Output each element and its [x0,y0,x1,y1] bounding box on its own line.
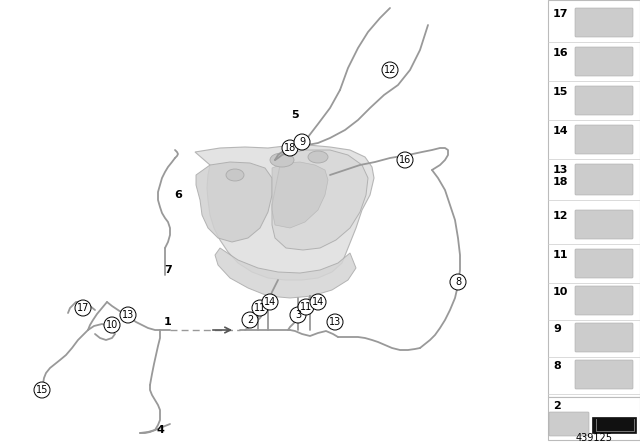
Circle shape [294,134,310,150]
Circle shape [290,307,306,323]
FancyBboxPatch shape [575,164,633,195]
Text: 14: 14 [264,297,276,307]
Circle shape [75,300,91,316]
Text: 2: 2 [247,315,253,325]
Circle shape [242,312,258,328]
Circle shape [310,294,326,310]
Text: 13: 13 [329,317,341,327]
Circle shape [282,140,298,156]
Text: 4: 4 [156,425,164,435]
Text: 17: 17 [77,303,89,313]
Text: 16: 16 [553,48,568,58]
Text: 1: 1 [164,317,172,327]
Text: 13
18: 13 18 [553,165,568,187]
Text: 439125: 439125 [575,433,612,443]
Text: 11: 11 [254,303,266,313]
Text: 5: 5 [291,110,299,120]
FancyBboxPatch shape [575,286,633,315]
Text: 14: 14 [553,126,568,136]
Text: 3: 3 [295,310,301,320]
Text: 12: 12 [553,211,568,221]
Circle shape [262,294,278,310]
Text: 15: 15 [553,87,568,97]
FancyBboxPatch shape [575,249,633,278]
FancyBboxPatch shape [575,360,633,389]
Circle shape [252,300,268,316]
Text: 14: 14 [312,297,324,307]
Circle shape [298,299,314,315]
Text: 10: 10 [553,287,568,297]
Text: 17: 17 [553,9,568,19]
Polygon shape [272,150,368,250]
Circle shape [327,314,343,330]
Text: 10: 10 [106,320,118,330]
Bar [548,0,640,397]
FancyBboxPatch shape [549,412,589,436]
Circle shape [120,307,136,323]
Text: 8: 8 [553,361,561,371]
Text: 9: 9 [553,324,561,334]
FancyBboxPatch shape [575,125,633,154]
Text: 2: 2 [553,401,561,411]
Text: 6: 6 [174,190,182,200]
FancyBboxPatch shape [575,47,633,76]
Bar [548,397,640,440]
Text: 15: 15 [36,385,48,395]
FancyBboxPatch shape [575,8,633,37]
Circle shape [397,152,413,168]
Text: 13: 13 [122,310,134,320]
Circle shape [450,274,466,290]
Polygon shape [592,417,636,433]
Polygon shape [272,162,328,228]
Circle shape [104,317,120,333]
Text: 9: 9 [299,137,305,147]
Text: 11: 11 [553,250,568,260]
FancyBboxPatch shape [575,210,633,239]
Circle shape [34,382,50,398]
Polygon shape [196,162,272,242]
Text: 18: 18 [284,143,296,153]
Ellipse shape [226,169,244,181]
Text: 16: 16 [399,155,411,165]
Circle shape [382,62,398,78]
FancyBboxPatch shape [575,323,633,352]
Ellipse shape [270,153,294,167]
Text: 12: 12 [384,65,396,75]
FancyBboxPatch shape [575,86,633,115]
Polygon shape [215,248,356,298]
Text: 8: 8 [455,277,461,287]
Text: 11: 11 [300,302,312,312]
Ellipse shape [308,151,328,163]
Text: 7: 7 [164,265,172,275]
Polygon shape [195,145,374,280]
